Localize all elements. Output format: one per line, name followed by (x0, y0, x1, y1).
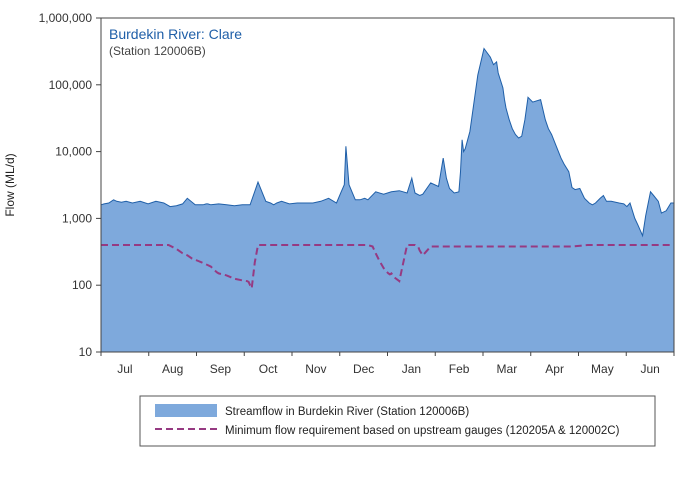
x-tick-label: Jan (402, 362, 421, 376)
chart-title: Burdekin River: Clare (109, 26, 242, 42)
x-tick-label: Dec (353, 362, 374, 376)
x-tick-label: Jul (117, 362, 132, 376)
legend: Streamflow in Burdekin River (Station 12… (139, 395, 656, 447)
y-tick-label: 100 (72, 278, 92, 292)
y-tick-label: 10,000 (55, 145, 92, 159)
y-tick-label: 1,000,000 (39, 11, 93, 25)
legend-swatch-streamflow (155, 404, 217, 417)
x-tick-label: Aug (162, 362, 183, 376)
streamflow-area (101, 48, 674, 352)
x-tick-label: Feb (449, 362, 470, 376)
legend-label-streamflow: Streamflow in Burdekin River (Station 12… (225, 406, 469, 418)
x-axis: Jul Aug Sep Oct Nov Dec Jan Feb Mar Apr May Jun (100, 352, 675, 376)
x-tick-label: Nov (305, 362, 326, 376)
legend-box (139, 395, 656, 447)
x-tick-label: Apr (545, 362, 564, 376)
y-tick-label: 100,000 (49, 78, 93, 92)
x-tick-label: Jun (640, 362, 659, 376)
x-tick-label: Sep (210, 362, 232, 376)
chart-subtitle: (Station 120006B) (109, 44, 206, 58)
y-axis: 10 100 1,000 10,000 100,000 1,000,000 (39, 11, 101, 359)
x-tick-label: Mar (497, 362, 518, 376)
y-tick-label: 1,000 (62, 211, 92, 225)
min-flow-line-layer (101, 244, 674, 292)
y-axis-title: Flow (ML/d) (3, 153, 17, 216)
min-flow-line (101, 244, 674, 292)
streamflow-area-layer (100, 47, 674, 352)
legend-label-min-flow: Minimum flow requirement based on upstre… (225, 425, 620, 437)
x-tick-label: Oct (259, 362, 278, 376)
streamflow-edge-line (100, 47, 674, 238)
x-tick-label: May (591, 362, 614, 376)
y-tick-label: 10 (79, 345, 93, 359)
